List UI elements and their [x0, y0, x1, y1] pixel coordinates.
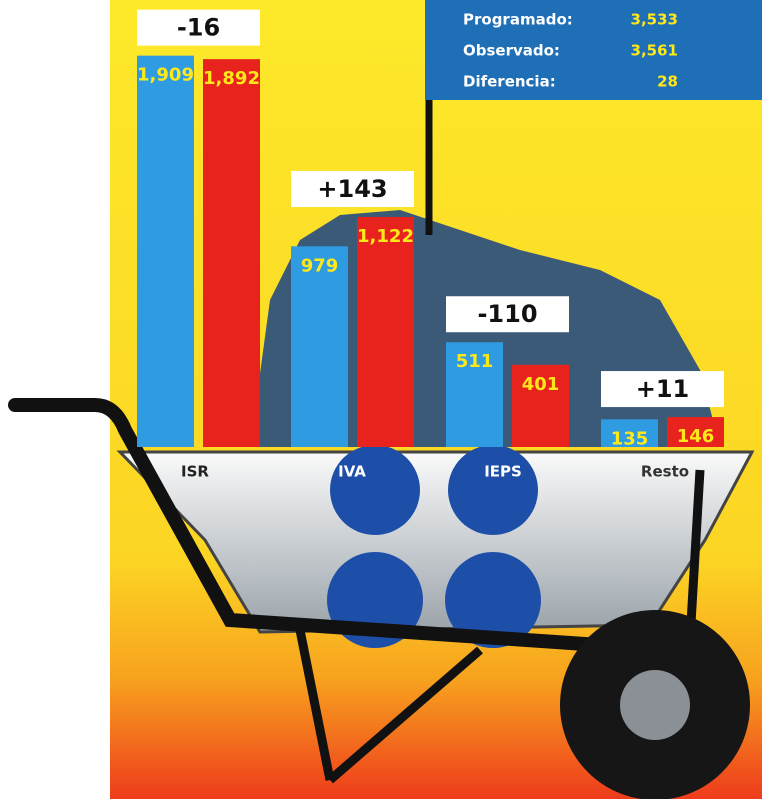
category-label: IVA: [338, 463, 366, 481]
value-label: 401: [522, 374, 560, 395]
bar: [291, 246, 348, 447]
value-label: 979: [301, 255, 339, 276]
summary-label: Diferencia:: [463, 73, 556, 91]
value-label: 1,892: [203, 68, 260, 89]
difference-label: -110: [477, 300, 537, 328]
category-label: ISR: [181, 463, 209, 481]
value-label: 146: [677, 426, 715, 447]
dot: [330, 445, 420, 535]
difference-label: +11: [636, 375, 690, 403]
difference-label: -16: [177, 14, 220, 42]
value-label: 511: [456, 351, 494, 372]
difference-box: [601, 371, 724, 408]
difference-box: [291, 170, 414, 207]
frame: [295, 469, 705, 784]
bar: [667, 417, 724, 447]
bar: [446, 342, 503, 447]
value-label: 135: [611, 428, 649, 449]
summary-label: Programado:: [463, 11, 573, 29]
summary-value: 28: [657, 73, 678, 91]
bar: [601, 419, 658, 447]
value-label: 1,909: [137, 65, 194, 86]
category-label: IEPS: [484, 463, 522, 481]
summary-value: 3,533: [631, 11, 678, 29]
difference-box: [446, 296, 569, 333]
bar: [512, 364, 569, 447]
bar: [203, 59, 260, 447]
dot: [448, 445, 538, 535]
summary-value: 3,561: [631, 42, 678, 60]
difference-label: +143: [317, 175, 387, 203]
hub: [620, 670, 690, 740]
category-label: Resto: [641, 463, 689, 481]
bar: [357, 216, 414, 447]
difference-box: [137, 9, 260, 46]
handle: [8, 398, 607, 652]
value-label: 1,122: [357, 226, 414, 247]
summary-box: [425, 0, 762, 100]
bar: [137, 55, 194, 447]
summary-label: Observado:: [463, 42, 560, 60]
dot: [445, 552, 541, 648]
